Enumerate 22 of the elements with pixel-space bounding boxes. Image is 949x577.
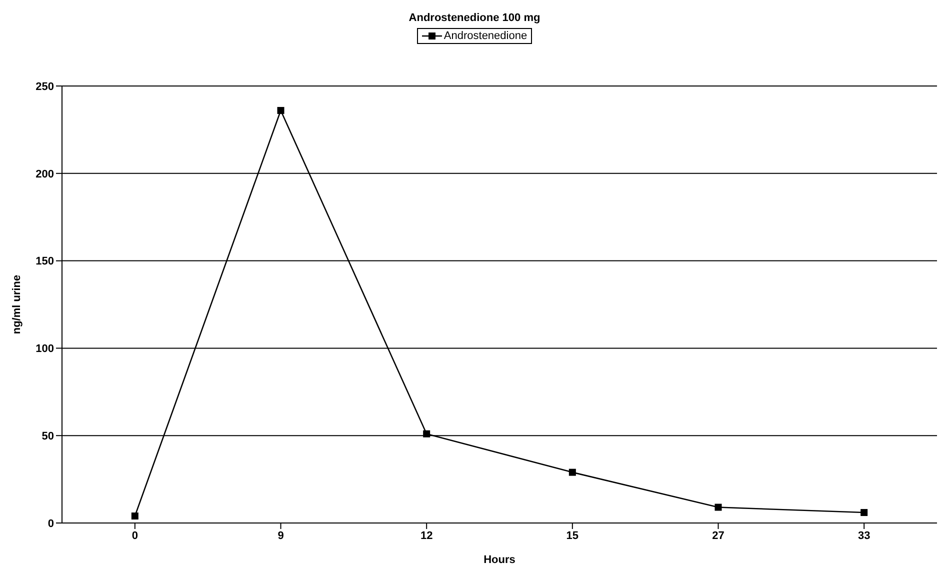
y-tick-label: 50 <box>42 430 54 443</box>
x-tick-label: 12 <box>420 530 433 542</box>
y-tick-label: 200 <box>36 168 54 180</box>
x-tick-label: 33 <box>858 530 870 542</box>
point <box>714 504 722 511</box>
x-tick-label: 27 <box>712 530 724 542</box>
point <box>277 106 284 114</box>
x-tick-label: 15 <box>566 530 579 542</box>
point <box>131 512 138 520</box>
y-tick-label: 0 <box>48 518 54 530</box>
x-axis-title: Hours <box>484 554 516 566</box>
chart-title: Androstenedione 100 mg <box>408 11 542 26</box>
y-axis-title: ng/ml urine <box>10 274 23 334</box>
y-tick-label: 100 <box>36 343 54 356</box>
point <box>423 430 430 438</box>
x-tick-label: 9 <box>278 530 284 542</box>
point <box>568 468 576 476</box>
y-tick-label: 150 <box>36 256 54 268</box>
point <box>860 509 868 516</box>
x-tick-label: 0 <box>132 530 138 542</box>
legend-label: Androstenedione <box>444 30 528 42</box>
y-tick-label: 250 <box>36 80 54 93</box>
